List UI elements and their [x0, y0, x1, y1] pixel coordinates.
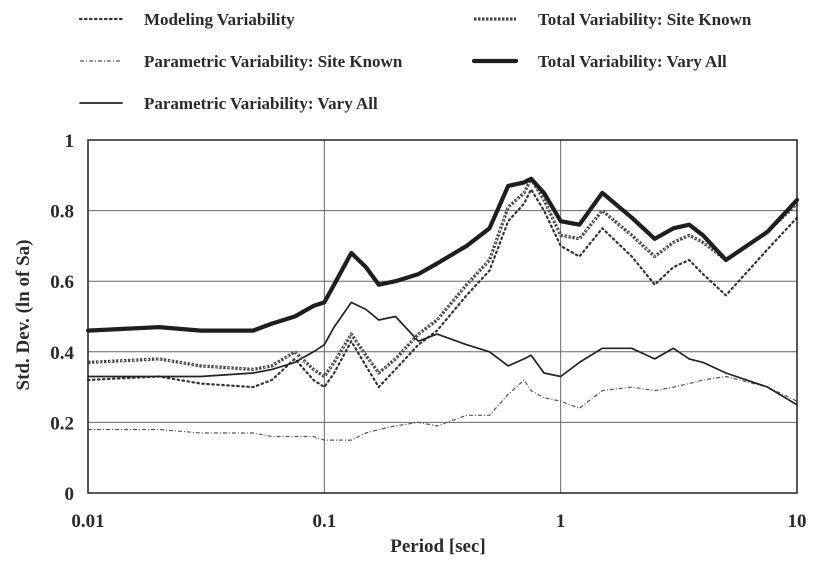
series-line-5 — [85, 176, 800, 333]
series-layer — [85, 176, 800, 441]
plot-frame — [87, 139, 798, 494]
x-tick-label: 10 — [788, 511, 807, 532]
legend-label-3: Parametric Variability: Vary All — [144, 94, 378, 113]
y-tick-label: 0 — [65, 484, 75, 505]
tick-labels: 0 0.2 0.4 0.6 0.8 1 0.01 0.1 1 10 — [50, 131, 806, 532]
y-axis-title: Std. Dev. (ln of Sa) — [13, 240, 34, 391]
y-tick-label: 0.2 — [50, 413, 74, 434]
series-line-4 — [87, 177, 799, 379]
y-tick-label: 0.8 — [50, 202, 74, 223]
x-axis-title: Period [sec] — [390, 536, 485, 557]
grid — [87, 139, 798, 494]
series-line-3 — [87, 301, 798, 406]
series-line-4-texture — [87, 177, 798, 378]
legend-label-2: Parametric Variability: Site Known — [144, 52, 403, 71]
series-line-1 — [86, 188, 799, 389]
legend: Modeling Variability Parametric Variabili… — [78, 10, 752, 113]
legend-label-1: Modeling Variability — [144, 10, 295, 29]
legend-label-4: Total Variability: Site Known — [538, 10, 752, 29]
series-line-2 — [88, 375, 798, 441]
y-tick-label: 1 — [65, 131, 75, 152]
x-tick-label: 0.01 — [71, 511, 104, 532]
x-tick-label: 1 — [556, 511, 566, 532]
y-tick-label: 0.6 — [50, 272, 74, 293]
x-tick-label: 0.1 — [312, 511, 336, 532]
y-tick-label: 0.4 — [50, 343, 74, 364]
legend-label-5: Total Variability: Vary All — [538, 52, 727, 71]
